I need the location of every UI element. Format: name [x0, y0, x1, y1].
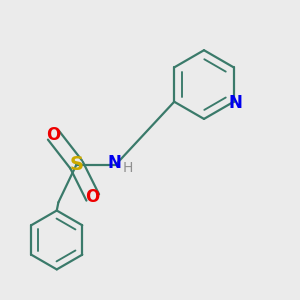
Text: N: N	[228, 94, 242, 112]
Text: O: O	[85, 188, 100, 206]
Text: N: N	[107, 154, 121, 172]
Text: S: S	[69, 155, 83, 174]
Text: H: H	[123, 161, 133, 175]
Text: O: O	[46, 126, 61, 144]
